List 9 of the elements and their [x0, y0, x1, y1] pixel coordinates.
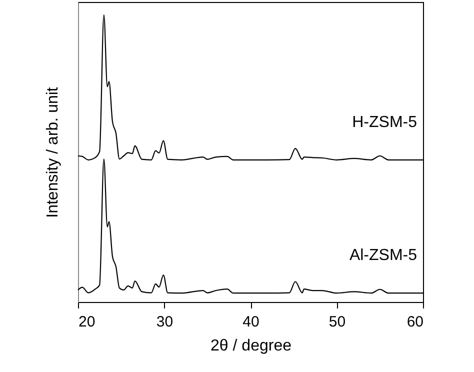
x-tick-label: 30: [156, 314, 174, 330]
x-tick-label: 40: [242, 314, 260, 330]
x-tick-label: 60: [406, 314, 424, 330]
x-tick-label: 50: [328, 314, 346, 330]
x-axis-title: 2θ / degree: [210, 338, 292, 354]
series-label: Al-ZSM-5: [349, 247, 418, 264]
x-tick-label: 20: [78, 314, 96, 330]
series-label: H-ZSM-5: [352, 114, 418, 131]
y-axis-title: Intensity / arb. unit: [44, 86, 62, 218]
